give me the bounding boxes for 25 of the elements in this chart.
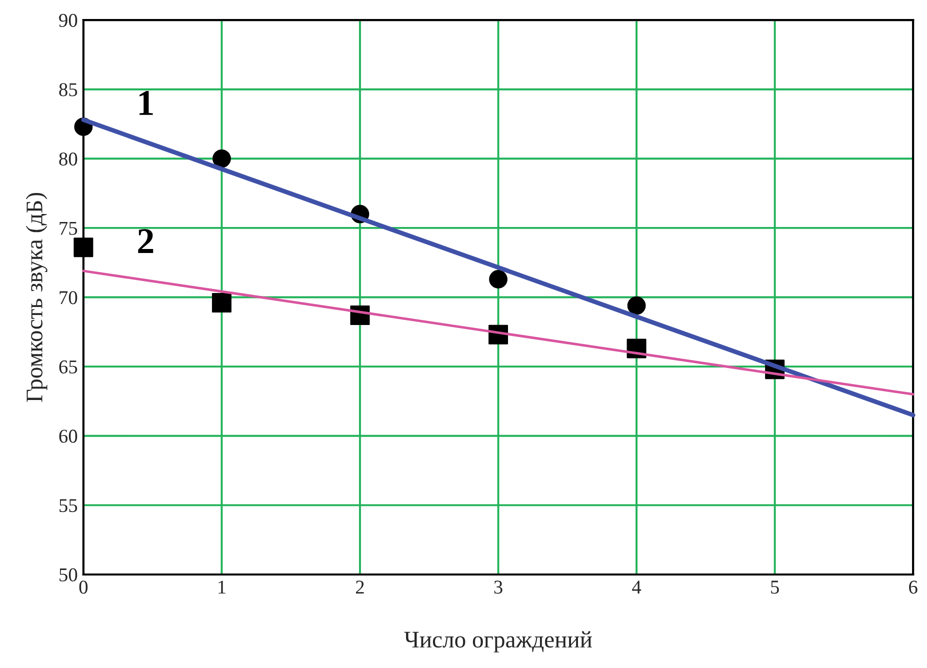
point (489, 270, 508, 288)
x-tick-label: 5 (771, 580, 779, 594)
x-tick-label: 2 (356, 580, 364, 594)
y-tick-label: 90 (59, 14, 78, 27)
x-tick-label: 6 (909, 580, 918, 594)
x-tick-label: 0 (79, 580, 88, 594)
y-tick-label: 80 (59, 152, 78, 166)
x-axis-title: Число ограждений (404, 631, 592, 652)
series-label: 2 (138, 229, 154, 254)
x-tick-label: 3 (494, 580, 502, 594)
series-label: 1 (140, 91, 153, 115)
y-axis-title: Громкость звука (дБ) (26, 192, 48, 402)
point (74, 238, 94, 258)
x-tick-label: 4 (632, 580, 642, 594)
y-tick-label: 65 (59, 360, 78, 374)
y-tick-label: 70 (60, 291, 78, 304)
y-tick-label: 55 (60, 499, 78, 512)
y-tick-label: 75 (60, 222, 78, 235)
point (627, 296, 646, 315)
y-tick-label: 50 (60, 568, 78, 582)
y-tick-label: 85 (59, 83, 78, 96)
point (212, 149, 231, 168)
point (212, 293, 232, 313)
x-tick-label: 1 (218, 580, 226, 594)
y-tick-label: 60 (59, 430, 78, 443)
